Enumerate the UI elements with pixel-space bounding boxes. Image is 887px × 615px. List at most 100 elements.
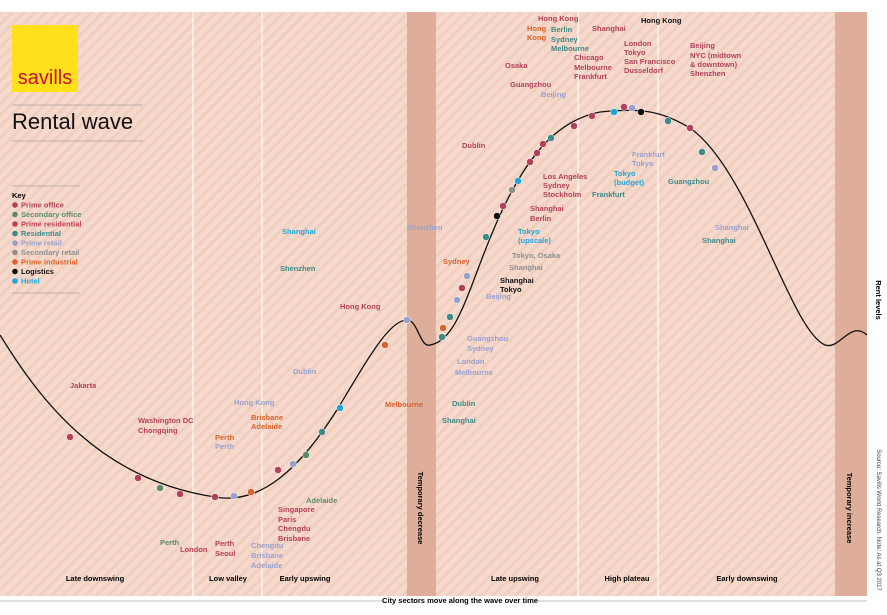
city-label: Guangzhou <box>510 80 552 89</box>
city-dot <box>381 341 389 349</box>
city-label: Sydney <box>467 344 495 353</box>
key-swatch <box>12 211 18 218</box>
city-label: Melbourne <box>385 400 423 409</box>
city-label: Hong Kong <box>234 398 275 407</box>
city-label: Shanghai <box>715 223 749 232</box>
city-dot <box>588 112 596 120</box>
phase-label: Low valley <box>209 574 248 583</box>
city-dot <box>66 433 74 441</box>
city-label: Guangzhou <box>668 177 710 186</box>
city-dot <box>570 122 578 130</box>
city-label: London <box>624 39 652 48</box>
title: Rental wave <box>12 109 133 134</box>
city-label: Perth <box>215 539 235 548</box>
city-dot <box>289 460 297 468</box>
phase-label: Temporary decrease <box>416 472 425 545</box>
city-label: Sydney <box>443 257 471 266</box>
city-dot <box>620 103 628 111</box>
city-dot <box>156 484 164 492</box>
y-axis-label: Rent levels <box>874 280 883 320</box>
city-dot <box>664 117 672 125</box>
city-dot <box>439 324 447 332</box>
key-swatch <box>12 259 18 265</box>
city-dot <box>403 316 411 324</box>
city-label: Shanghai <box>530 204 564 213</box>
city-label: Shanghai <box>282 227 316 236</box>
city-label: Tokyo <box>518 227 540 236</box>
city-label: Perth <box>215 442 235 451</box>
wave <box>0 109 868 499</box>
city-label: Beijing <box>690 41 715 50</box>
city-label: Berlin <box>530 214 552 223</box>
city-label: Chicago <box>574 53 604 62</box>
city-label: Frankfurt <box>632 150 665 159</box>
city-dot <box>318 428 326 436</box>
city-label: Melbourne <box>551 44 589 53</box>
city-label: Dublin <box>293 367 317 376</box>
key-label: Residential <box>21 229 61 238</box>
city-dot <box>628 104 636 112</box>
city-label: Hong Kong <box>340 302 381 311</box>
key-label: Secondary retail <box>21 248 79 257</box>
city-label: Sydney <box>543 181 571 190</box>
city-label: Brisbane <box>278 534 310 543</box>
city-dot <box>526 158 534 166</box>
city-dot <box>247 488 255 496</box>
key-swatch <box>12 230 18 237</box>
key-label: Prime industrial <box>21 258 78 267</box>
phase-label: Late downswing <box>66 574 125 583</box>
city-label: Berlin <box>551 25 573 34</box>
city-label: Tokyo <box>632 159 654 168</box>
city-dot <box>539 140 547 148</box>
city-label: Shanghai <box>592 24 626 33</box>
city-label: Frankfurt <box>592 190 625 199</box>
key-label: Secondary office <box>21 210 81 219</box>
city-label: Tokyo <box>500 285 522 294</box>
city-label: Shanghai <box>442 416 476 425</box>
city-label: Shenzhen <box>690 69 726 78</box>
city-label: Hong <box>527 24 547 33</box>
city-label: Shanghai <box>702 236 736 245</box>
temp-band <box>835 12 867 596</box>
city-dot <box>463 272 471 280</box>
dividers <box>192 12 659 596</box>
source: Source: Savills World Research. Note: As… <box>875 449 881 591</box>
city-label: Seoul <box>215 549 235 558</box>
key-label: Prime office <box>21 201 64 210</box>
city-label: Hong Kong <box>538 14 579 23</box>
city-label: Paris <box>278 515 296 524</box>
city-dot <box>453 296 461 304</box>
city-dot <box>508 186 516 194</box>
city-label: & downtown) <box>690 60 738 69</box>
city-dot <box>134 474 142 482</box>
city-dot <box>230 492 238 500</box>
city-dot <box>686 124 694 132</box>
city-label: Los Angeles <box>543 172 587 181</box>
city-dot <box>514 177 522 185</box>
key-swatch <box>12 221 18 227</box>
key-label: Prime retail <box>21 239 62 248</box>
city-label: Dusseldorf <box>624 66 664 75</box>
city-label: NYC (midtown <box>690 51 742 60</box>
city-label: Kong <box>527 33 547 42</box>
city-label: Dublin <box>452 399 476 408</box>
phase-label: High plateau <box>604 574 649 583</box>
phase-label: Temporary increase <box>845 473 854 544</box>
city-label: Jakarta <box>70 381 97 390</box>
city-label: Melbourne <box>574 63 612 72</box>
city-label: Beijing <box>541 90 566 99</box>
key-swatch <box>12 268 18 275</box>
phase-label: Early upswing <box>280 574 331 583</box>
city-dot <box>211 493 219 501</box>
city-dot <box>610 108 618 116</box>
city-dot <box>711 164 719 172</box>
city-dot <box>482 233 490 241</box>
key-label: Prime residential <box>21 220 81 229</box>
key-swatch <box>12 240 18 246</box>
city-label: Shanghai <box>509 263 543 272</box>
temp-band <box>407 12 436 596</box>
city-dot <box>698 148 706 156</box>
city-label: Hong Kong <box>641 16 682 25</box>
city-label: Chengdu <box>251 541 284 550</box>
